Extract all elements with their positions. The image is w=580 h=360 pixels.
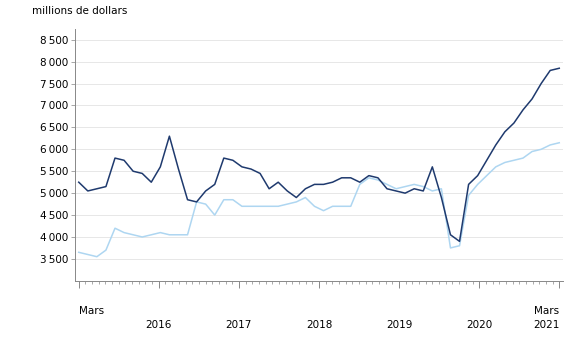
Text: 2020: 2020 <box>466 320 492 330</box>
Text: 2021: 2021 <box>533 320 559 330</box>
Text: Mars: Mars <box>534 306 559 316</box>
Text: 2018: 2018 <box>306 320 332 330</box>
Text: 2016: 2016 <box>146 320 172 330</box>
Text: 2017: 2017 <box>226 320 252 330</box>
Text: Mars: Mars <box>79 306 104 316</box>
Text: 2019: 2019 <box>386 320 412 330</box>
Text: millions de dollars: millions de dollars <box>31 6 127 16</box>
